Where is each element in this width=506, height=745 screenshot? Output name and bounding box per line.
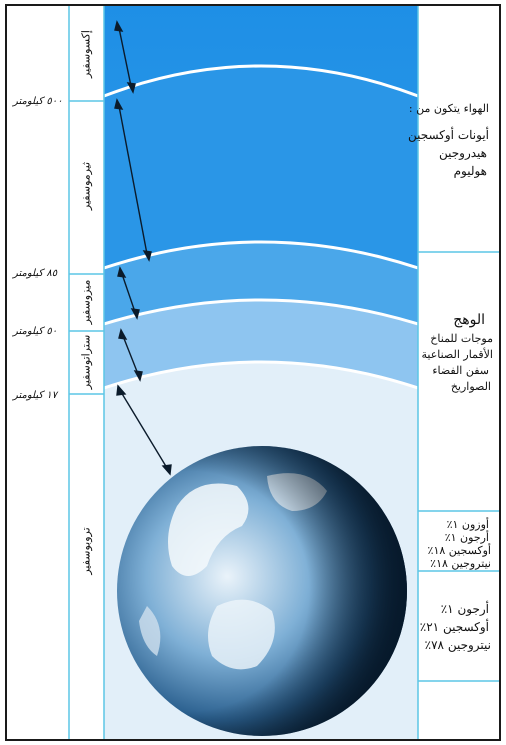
middle-panel-line: سفن الفضاء (432, 364, 489, 377)
exosphere-composition-line: هوليوم (453, 164, 487, 178)
layer-label-exosphere: إكسوسفير (79, 30, 93, 78)
layer-label-mesosphere: ميزوسفير (79, 279, 93, 325)
stratosphere-composition-line: أوزون ١٪ (446, 518, 489, 531)
exosphere-composition-heading: الهواء يتكون من : (408, 102, 489, 115)
stratosphere-composition-line: أوكسجين ١٨٪ (427, 544, 491, 557)
stratosphere-composition-line: نيتروجين ١٨٪ (430, 557, 491, 570)
troposphere-composition-line: أوكسجين ٢١٪ (419, 620, 489, 634)
middle-panel-line: الصواريخ (450, 380, 491, 393)
layer-label-troposphere: تروبوسفير (79, 527, 93, 575)
altitude-label-17km: ١٧ كيلومتر (13, 390, 58, 401)
boundary-arc-85km (104, 240, 418, 270)
altitude-label-500km: ٥٠٠ كيلومتر (13, 96, 63, 107)
middle-panel-line: موجات للمناخ (430, 332, 493, 345)
atmosphere-diagram (68, 6, 499, 739)
thickness-arrows (114, 20, 172, 476)
stratosphere-composition-line: أرجون ١٪ (444, 531, 489, 544)
atmosphere-diagram-frame: ٥٠٠ كيلومتر ٨٥ كيلومتر ٥٠ كيلومتر ١٧ كيل… (5, 4, 501, 741)
boundary-arc-50km (104, 298, 418, 326)
layer-column-dividers (68, 6, 105, 739)
altitude-label-50km: ٥٠ كيلومتر (13, 326, 58, 337)
info-panel-dividers (417, 6, 499, 739)
altitude-label-85km: ٨٥ كيلومتر (13, 268, 58, 279)
boundary-arc-500km (104, 64, 418, 98)
layer-label-thermosphere: ثيرموسفير (79, 161, 93, 211)
info-panel (418, 6, 499, 739)
layer-label-stratosphere: ستراتوسفير (79, 334, 93, 390)
middle-panel-line: الأقمار الصناعية (421, 348, 493, 361)
layer-name-column (69, 6, 104, 739)
middle-panel-heading: الوهج (453, 312, 485, 328)
exosphere-composition-line: هيدروجين (438, 146, 487, 160)
troposphere-composition-line: أرجون ١٪ (440, 602, 489, 616)
boundary-arc-17km (104, 360, 418, 390)
exosphere-composition-line: أيونات أوكسجين (407, 128, 489, 142)
troposphere-composition-line: نيتروجين ٧٨٪ (424, 638, 491, 652)
earth-globe (117, 446, 407, 736)
